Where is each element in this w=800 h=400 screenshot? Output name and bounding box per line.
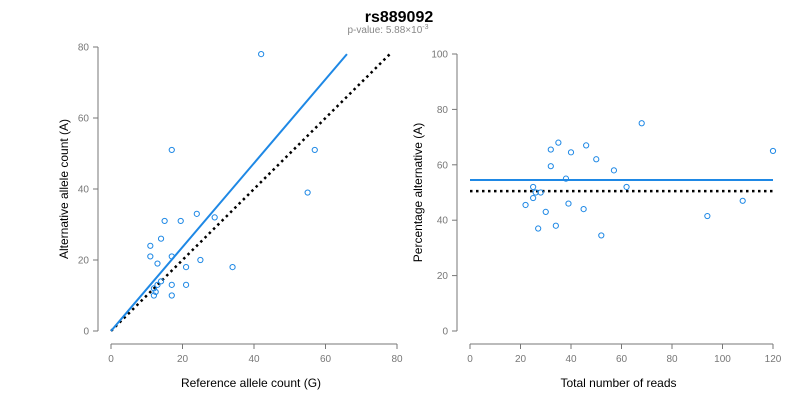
data-point (623, 183, 630, 191)
allele-count-plot: 0 20 40 60 80 0 20 40 60 80 Reference allele count… (57, 43, 403, 391)
reference-line (110, 53, 391, 332)
fit-line (110, 53, 348, 332)
data-point (157, 278, 165, 285)
data-point (168, 146, 175, 154)
data-point (177, 217, 184, 225)
y-axis-title: Alternative allele count (A) (57, 119, 71, 259)
data-point (157, 235, 165, 242)
data-point (193, 210, 200, 217)
data-point (547, 146, 554, 153)
x-tick-label: 0 (108, 354, 114, 365)
data-point (182, 264, 190, 271)
data-point (154, 260, 161, 267)
data-point (154, 281, 161, 288)
data-point (152, 288, 159, 296)
x-tick-label: 80 (391, 354, 403, 365)
data-point (769, 147, 777, 155)
data-point (530, 194, 537, 202)
y-tick-label: 80 (78, 43, 90, 54)
x-tick-label: 20 (177, 354, 189, 365)
data-point (147, 242, 154, 249)
data-point (147, 253, 154, 260)
p-value-text: p-value: 5.88×10 (347, 25, 422, 36)
y-tick-label: 60 (437, 160, 449, 171)
data-point (229, 264, 236, 271)
data-point (552, 222, 559, 229)
data-point (583, 142, 590, 149)
data-point (593, 156, 600, 163)
data-point (537, 189, 544, 196)
data-point (168, 281, 175, 288)
data-point (567, 149, 575, 156)
y-tick-label: 0 (442, 327, 448, 338)
y-tick-label: 100 (431, 50, 448, 61)
data-point (530, 183, 537, 191)
x-tick-label: 60 (320, 354, 332, 365)
data-point (161, 217, 168, 225)
data-point (562, 175, 570, 182)
data-point (542, 208, 549, 215)
data-point (610, 167, 618, 174)
data-point (211, 214, 218, 221)
x-tick-label: 100 (714, 354, 731, 365)
x-tick-label: 20 (515, 354, 527, 365)
p-value-label: p-value: 5.88×10-3 (347, 24, 428, 36)
data-point (182, 281, 190, 288)
x-axis-title: Total number of reads (560, 376, 676, 390)
x-tick-label: 60 (616, 354, 628, 365)
x-tick-label: 40 (248, 354, 260, 365)
percentage-alternative-plot: 0 20 40 60 80 100 120 0 20 40 60 80 100 Total number … (411, 50, 782, 391)
y-tick-label: 80 (437, 105, 449, 116)
y-tick-label: 20 (78, 256, 90, 267)
x-tick-label: 120 (765, 354, 782, 365)
data-point (168, 253, 175, 260)
data-point (638, 120, 645, 127)
data-point (258, 51, 265, 58)
y-tick-label: 0 (83, 327, 89, 338)
y-axis-title: Percentage alternative (A) (411, 123, 425, 262)
y-tick-label: 60 (78, 114, 90, 125)
data-point (565, 200, 572, 207)
y-tick-label: 40 (78, 185, 90, 196)
y-tick-label: 40 (437, 216, 449, 227)
data-point (535, 225, 542, 232)
data-point (580, 206, 587, 213)
data-point (739, 197, 746, 204)
x-tick-label: 80 (666, 354, 678, 365)
data-point (311, 146, 318, 154)
data-point (522, 201, 529, 209)
data-point (704, 212, 711, 220)
x-tick-label: 40 (565, 354, 577, 365)
data-point (197, 256, 204, 264)
x-tick-label: 0 (467, 354, 473, 365)
data-point (150, 285, 157, 292)
data-point (547, 163, 554, 170)
y-tick-label: 20 (437, 271, 449, 282)
p-value-exponent: -3 (422, 24, 428, 31)
page-title: rs889092 (365, 9, 434, 26)
data-point (150, 292, 157, 299)
data-point (598, 232, 605, 239)
data-point (532, 189, 539, 196)
data-point (304, 189, 311, 196)
x-axis-title: Reference allele count (G) (181, 376, 321, 390)
data-point (555, 139, 562, 146)
data-point (168, 292, 175, 299)
